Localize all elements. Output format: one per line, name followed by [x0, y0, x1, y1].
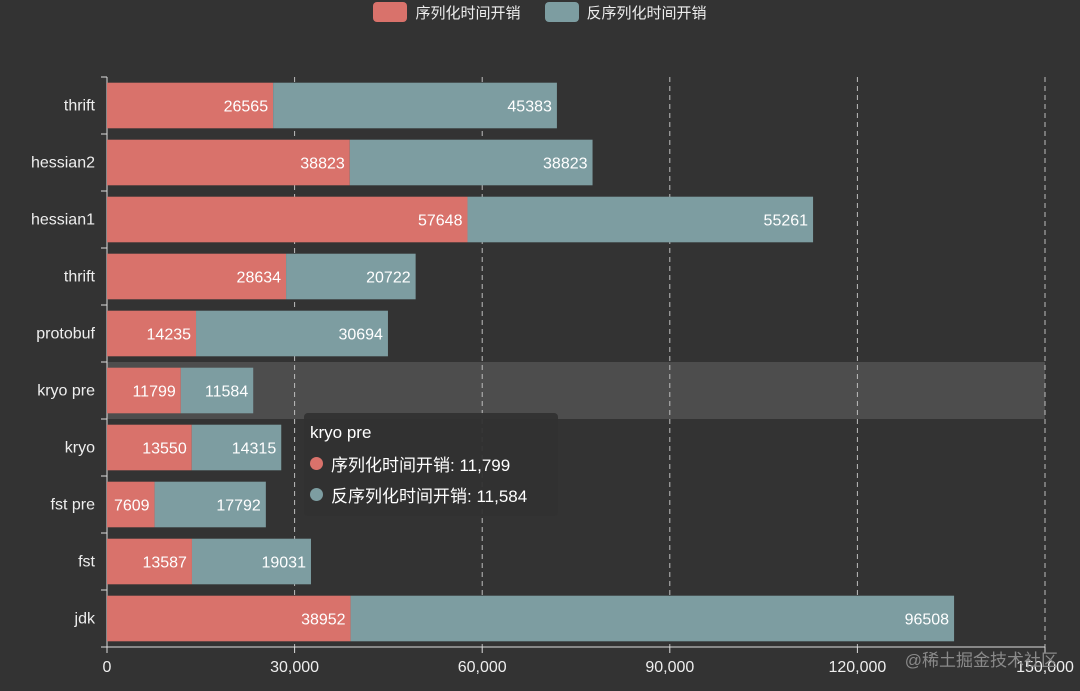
x-tick-label: 0 [103, 659, 112, 676]
data-label: 13587 [142, 555, 187, 572]
data-label: 20722 [366, 270, 411, 287]
data-label: 11584 [205, 384, 248, 401]
y-tick-label: jdk [74, 611, 96, 628]
chart-tooltip: kryo pre 序列化时间开销: 11,799 反序列化时间开销: 11,58… [304, 413, 558, 516]
x-tick-label: 120,000 [828, 659, 886, 676]
tooltip-text-serialize: 序列化时间开销: 11,799 [331, 456, 511, 475]
y-tick-label: fst [78, 554, 95, 571]
x-tick-label: 90,000 [645, 659, 694, 676]
legend-label-serialize: 序列化时间开销 [415, 4, 521, 22]
bar-deserialize [180, 367, 254, 414]
data-label: 38952 [301, 612, 346, 629]
bar-deserialize [467, 196, 814, 243]
bar-serialize [107, 595, 351, 642]
data-label: 14235 [147, 327, 192, 344]
legend-label-deserialize: 反序列化时间开销 [586, 4, 707, 22]
highlight-band [107, 362, 1045, 419]
bar-serialize [107, 424, 192, 471]
x-tick-label: 150,000 [1016, 659, 1074, 676]
bar-serialize [107, 82, 274, 129]
bar-serialize [107, 310, 197, 357]
data-label: 55261 [764, 213, 809, 230]
y-tick-label: hessian1 [31, 212, 95, 229]
x-tick-label: 60,000 [458, 659, 507, 676]
chart-legend: 序列化时间开销 反序列化时间开销 [0, 0, 1080, 24]
data-label: 7609 [114, 498, 150, 515]
data-label: 26565 [224, 99, 269, 116]
y-tick-label: fst pre [51, 497, 96, 514]
y-tick-label: protobuf [36, 326, 95, 343]
bar-deserialize [349, 139, 593, 186]
bar-deserialize [191, 538, 311, 585]
bar-deserialize [286, 253, 416, 300]
data-label: 17792 [216, 498, 261, 515]
y-tick-label: kryo [65, 440, 95, 457]
data-label: 28634 [237, 270, 282, 287]
data-label: 96508 [905, 612, 950, 629]
data-label: 38823 [300, 156, 345, 173]
legend-swatch-deserialize [544, 2, 579, 22]
data-label: 14315 [232, 441, 277, 458]
tooltip-title: kryo pre [310, 423, 372, 442]
tooltip-dot-serialize [310, 457, 323, 470]
tooltip-dot-deserialize [310, 488, 323, 501]
bar-serialize [107, 253, 287, 300]
y-tick-label: thrift [64, 269, 96, 286]
bar-serialize [107, 481, 155, 528]
data-label: 30694 [338, 327, 383, 344]
y-tick-label: kryo pre [37, 383, 95, 400]
data-label: 13550 [142, 441, 187, 458]
tooltip-row-serialize: 序列化时间开销: 11,799 [310, 451, 552, 476]
data-label: 19031 [261, 555, 306, 572]
bar-deserialize [350, 595, 955, 642]
bar-serialize [107, 538, 192, 585]
legend-swatch-serialize [373, 2, 408, 22]
legend-item-serialize[interactable]: 序列化时间开销 [373, 2, 521, 23]
tooltip-row-deserialize: 反序列化时间开销: 11,584 [310, 482, 552, 507]
data-label: 45383 [507, 99, 552, 116]
bar-serialize [107, 196, 468, 243]
bar-deserialize [273, 82, 557, 129]
bar-deserialize [196, 310, 388, 357]
y-tick-label: thrift [64, 98, 96, 115]
data-label: 38823 [543, 156, 588, 173]
legend-item-deserialize[interactable]: 反序列化时间开销 [544, 2, 707, 23]
bar-serialize [107, 367, 181, 414]
data-label: 57648 [418, 213, 463, 230]
bar-deserialize [191, 424, 282, 471]
tooltip-text-deserialize: 反序列化时间开销: 11,584 [331, 487, 528, 506]
watermark: @稀土掘金技术社区 [904, 651, 1058, 670]
bar-deserialize [154, 481, 266, 528]
y-tick-label: hessian2 [31, 155, 95, 172]
bar-serialize [107, 139, 350, 186]
x-tick-label: 30,000 [270, 659, 319, 676]
data-label: 11799 [132, 384, 175, 401]
